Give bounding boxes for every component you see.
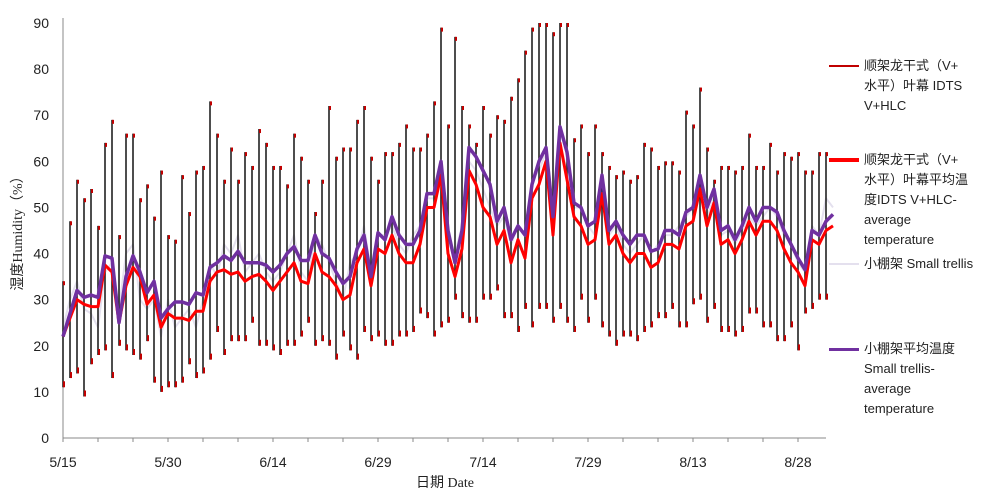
x-tick-label: 5/30 bbox=[154, 454, 181, 470]
legend-swatch bbox=[829, 348, 859, 351]
x-tick-label: 5/15 bbox=[49, 454, 76, 470]
y-tick-label: 70 bbox=[33, 107, 49, 123]
legend-text: 小棚架平均温度 bbox=[864, 341, 956, 356]
x-tick-label: 6/29 bbox=[364, 454, 391, 470]
y-tick-label: 30 bbox=[33, 292, 49, 308]
x-tick-label: 7/29 bbox=[574, 454, 601, 470]
x-tick-label: 7/14 bbox=[469, 454, 496, 470]
y-tick-label: 90 bbox=[33, 15, 49, 31]
x-tick-label: 8/28 bbox=[784, 454, 811, 470]
legend-text: 水平）叶幕平均温 bbox=[864, 172, 969, 187]
y-axis-label: 湿度Humidity（%） bbox=[10, 169, 26, 290]
x-axis-label: 日期 Date bbox=[416, 475, 474, 491]
legend-text: temperature bbox=[864, 232, 935, 247]
y-tick-label: 10 bbox=[33, 384, 49, 400]
x-tick-label: 8/13 bbox=[679, 454, 706, 470]
small-trellis-average-line bbox=[61, 125, 835, 338]
y-tick-label: 40 bbox=[33, 246, 49, 262]
legend-text: 度IDTS V+HLC- bbox=[864, 192, 957, 207]
legend-text: 顺架龙干式（V+ bbox=[864, 152, 959, 167]
legend-text: 顺架龙干式（V+ bbox=[864, 58, 959, 73]
legend-text: average bbox=[864, 212, 911, 227]
y-tick-label: 80 bbox=[33, 61, 49, 77]
x-tick-label: 6/14 bbox=[259, 454, 286, 470]
legend-text: 小棚架 Small trellis bbox=[864, 256, 974, 271]
legend-text: Small trellis- bbox=[864, 361, 935, 376]
legend-text: average bbox=[864, 381, 911, 396]
legend-swatch bbox=[829, 158, 859, 162]
legend-swatch bbox=[829, 263, 859, 265]
y-tick-label: 0 bbox=[41, 430, 49, 446]
y-tick-label: 50 bbox=[33, 199, 49, 215]
y-tick-label: 60 bbox=[33, 153, 49, 169]
legend-swatch bbox=[829, 65, 859, 67]
legend-text: V+HLC bbox=[864, 98, 907, 113]
y-tick-label: 20 bbox=[33, 338, 49, 354]
legend-text: temperature bbox=[864, 401, 935, 416]
idts-average-line bbox=[61, 141, 834, 338]
legend-text: 水平）叶幕 IDTS bbox=[864, 78, 963, 93]
